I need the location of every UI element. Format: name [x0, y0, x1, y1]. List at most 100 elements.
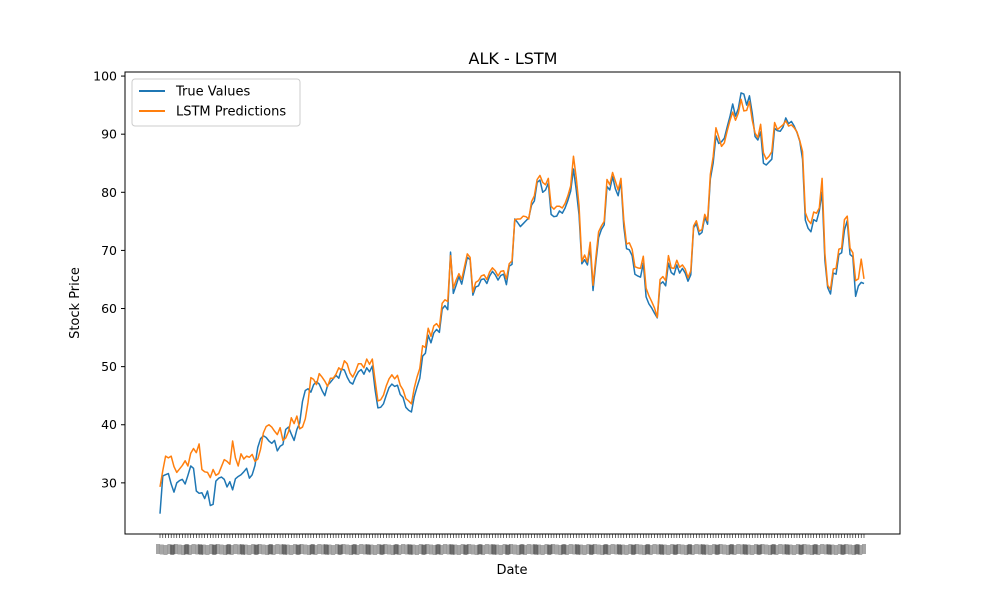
x-tick-label-glyph [620, 544, 625, 555]
x-tick-label-glyph [491, 544, 496, 554]
x-tick-label-glyph [442, 544, 447, 554]
x-tick-label-glyph [806, 544, 811, 555]
x-tick-label-glyph [411, 544, 416, 555]
x-tick-label-glyph [317, 544, 322, 554]
x-tick-label-glyph [425, 544, 430, 554]
chart-title: ALK - LSTM [469, 49, 558, 68]
x-tick-label-glyph [275, 544, 280, 554]
x-tick-label-glyph [341, 544, 346, 554]
x-tick-label-glyph [816, 545, 821, 555]
x-tick-label-glyph [596, 544, 601, 555]
y-tick-label: 30 [101, 475, 117, 490]
x-tick-label-glyph [602, 544, 607, 555]
x-tick-label-glyph [509, 544, 513, 554]
x-tick-label-glyph [516, 545, 521, 555]
x-tick-label-glyph [837, 544, 842, 554]
x-tick-label-glyph [642, 545, 647, 555]
x-tick-label-glyph [351, 544, 356, 555]
x-tick-label-glyph [498, 545, 503, 555]
x-tick-label-glyph [561, 544, 566, 555]
x-tick-label-glyph [799, 544, 804, 555]
x-tick-label-glyph [830, 544, 835, 555]
x-tick-label-glyph [792, 545, 797, 555]
x-tick-label-glyph [464, 544, 469, 555]
x-tick-label-glyph [432, 545, 437, 555]
x-tick-label-glyph [646, 544, 651, 554]
x-tick-label-glyph [309, 544, 314, 555]
x-tick-label-glyph [254, 544, 259, 555]
x-tick-label-glyph [862, 544, 866, 554]
x-tick-label-glyph [812, 544, 817, 555]
x-tick-label-glyph [265, 545, 270, 555]
x-tick-label-glyph [352, 544, 357, 554]
x-tick-label-glyph [764, 544, 769, 555]
x-tick-label-glyph [227, 544, 232, 554]
x-tick-label-glyph [303, 544, 308, 555]
x-tick-label-glyph [348, 545, 353, 555]
x-tick-label-glyph [373, 545, 378, 555]
x-tick-label-glyph [674, 544, 679, 555]
x-tick-label-glyph [781, 544, 786, 555]
x-tick-label-glyph [251, 544, 256, 554]
x-tick-label-glyph [205, 545, 210, 555]
x-tick-label-glyph [757, 544, 762, 555]
series-line-0 [159, 92, 865, 514]
x-tick-label-glyph [408, 545, 413, 555]
x-tick-label-glyph [345, 544, 350, 555]
legend-label-0: True Values [175, 85, 250, 100]
x-tick-label-glyph [435, 544, 440, 555]
x-tick-label-glyph [778, 544, 783, 554]
x-tick-label-glyph [575, 544, 580, 554]
x-tick-label-glyph [600, 545, 605, 555]
x-tick-label-glyph [383, 544, 388, 554]
x-tick-label-glyph [167, 544, 172, 554]
x-tick-label-glyph [714, 545, 719, 555]
x-tick-label-glyph [844, 544, 849, 554]
x-tick-label-glyph [446, 544, 451, 555]
x-tick-label-glyph [195, 544, 200, 555]
x-tick-label-glyph [558, 545, 563, 555]
x-tick-label-glyph [387, 544, 392, 555]
x-tick-label-glyph [562, 544, 567, 554]
x-tick-label-glyph [652, 544, 657, 554]
x-tick-label-glyph [784, 544, 789, 554]
x-tick-label-glyph [463, 545, 468, 555]
x-tick-label-glyph [209, 544, 214, 554]
x-tick-label-glyph [688, 544, 692, 554]
x-tick-label-glyph [390, 545, 395, 555]
x-tick-label-glyph [630, 545, 635, 555]
x-tick-label-glyph [686, 544, 691, 555]
x-tick-label-glyph [534, 545, 539, 555]
x-tick-label-glyph [848, 544, 853, 555]
x-tick-label-glyph [851, 545, 856, 555]
x-tick-label-glyph [756, 545, 761, 555]
x-tick-label-glyph [578, 544, 583, 555]
x-tick-label-glyph [267, 544, 272, 555]
x-tick-label-glyph [502, 544, 507, 554]
x-tick-label-glyph [219, 544, 224, 555]
x-tick-label-glyph [809, 545, 814, 555]
x-tick-label-glyph [742, 544, 747, 554]
x-tick-label-glyph [666, 545, 671, 555]
x-tick-label-glyph [854, 544, 859, 555]
x-tick-label-glyph [215, 544, 220, 554]
x-tick-label-glyph [321, 544, 326, 555]
x-tick-label-glyph [407, 544, 412, 554]
x-tick-label-glyph [795, 544, 800, 554]
x-tick-label-glyph [197, 544, 202, 554]
x-tick-label-glyph [606, 545, 611, 555]
x-tick-label-glyph [380, 544, 385, 555]
x-tick-label-glyph [520, 544, 525, 554]
x-tick-label-glyph [768, 545, 773, 555]
x-axis-label: Date [496, 563, 527, 578]
x-tick-label-glyph [418, 544, 423, 554]
x-tick-label-glyph [450, 545, 455, 555]
legend-box [131, 78, 301, 127]
x-tick-label-glyph [492, 545, 497, 555]
x-tick-label-glyph [548, 544, 553, 555]
x-tick-label-glyph [526, 544, 531, 554]
x-tick-label-glyph [223, 545, 228, 555]
x-tick-label-glyph [397, 545, 402, 555]
x-tick-label-glyph [604, 544, 609, 554]
